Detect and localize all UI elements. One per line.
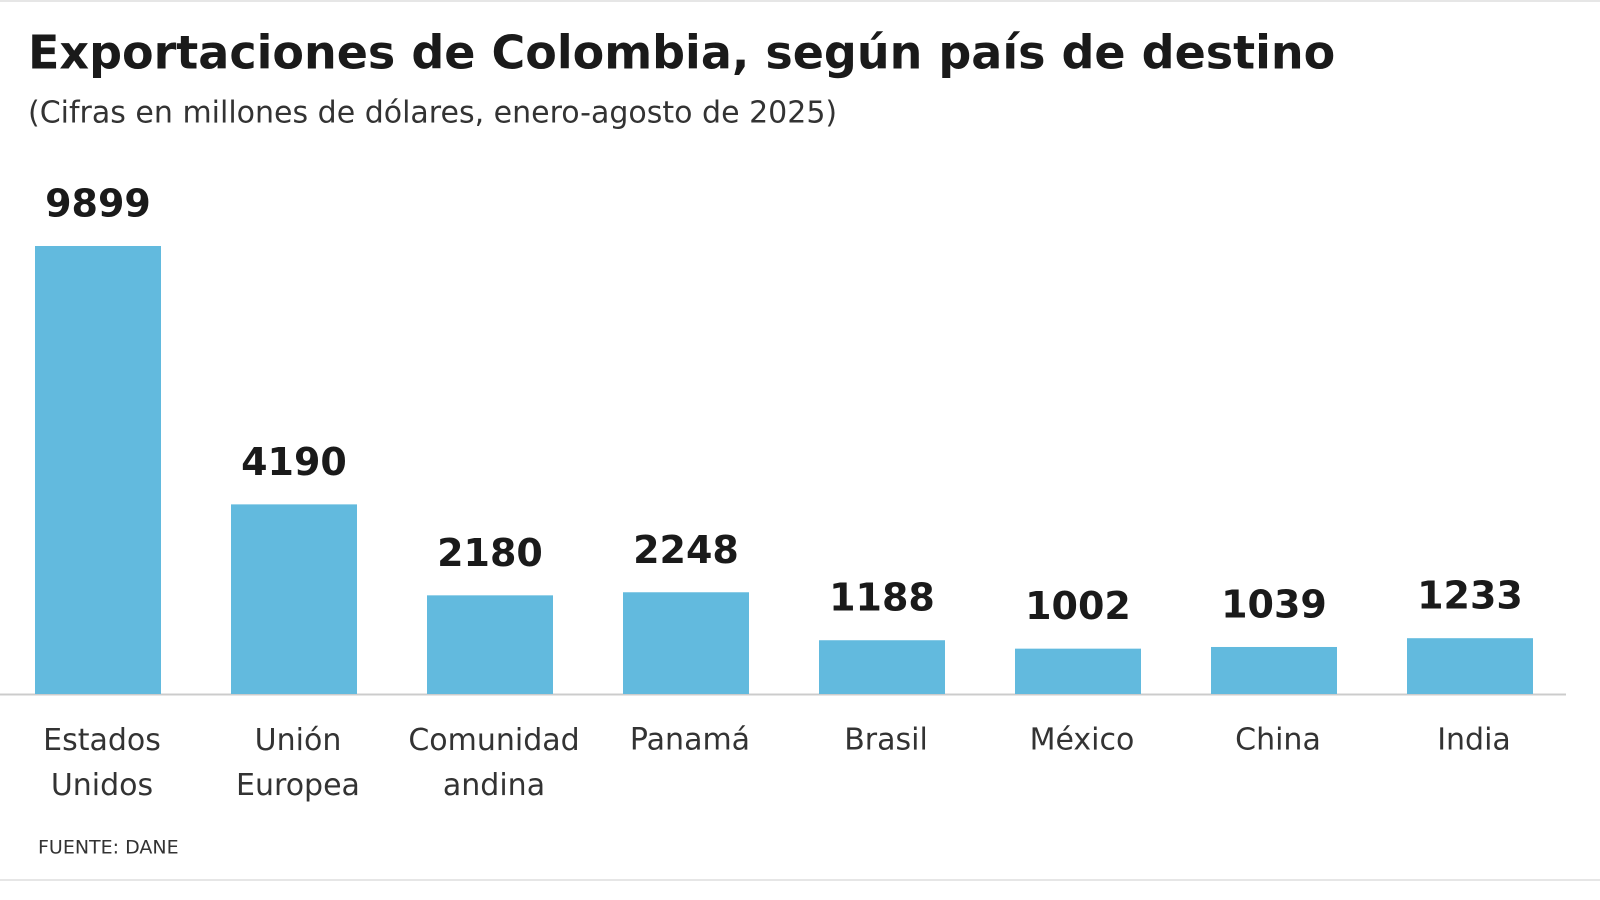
value-label: 4190: [241, 440, 347, 484]
bar: [1211, 646, 1337, 694]
x-tick-label: China: [1235, 723, 1321, 758]
x-tick-label: India: [1437, 723, 1511, 758]
value-label: 9899: [45, 182, 151, 226]
bar: [623, 592, 749, 694]
x-tick-label: Unión Europea: [236, 723, 360, 803]
value-label: 1233: [1417, 574, 1523, 618]
bar: [1015, 648, 1141, 694]
x-tick-label: México: [1030, 723, 1135, 758]
x-tick-label: Estados Unidos: [43, 723, 161, 803]
bar: [35, 246, 161, 694]
bar: [1407, 638, 1533, 694]
x-tick-label: Brasil: [844, 723, 928, 758]
value-label: 1002: [1025, 584, 1131, 628]
x-tick-label: Comunidad andina: [408, 723, 579, 803]
value-label: 1039: [1221, 582, 1327, 626]
bar: [427, 595, 553, 694]
value-label: 1188: [829, 576, 935, 620]
chart-title: Exportaciones de Colombia, según país de…: [28, 26, 1335, 80]
value-label: 2180: [437, 531, 543, 575]
value-label: 2248: [633, 528, 739, 572]
x-tick-label: Panamá: [630, 723, 750, 758]
source: FUENTE: DANE: [38, 837, 179, 859]
chart-subtitle: (Cifras en millones de dólares, enero-ag…: [28, 96, 837, 131]
bar: [231, 504, 357, 694]
bar: [819, 640, 945, 694]
